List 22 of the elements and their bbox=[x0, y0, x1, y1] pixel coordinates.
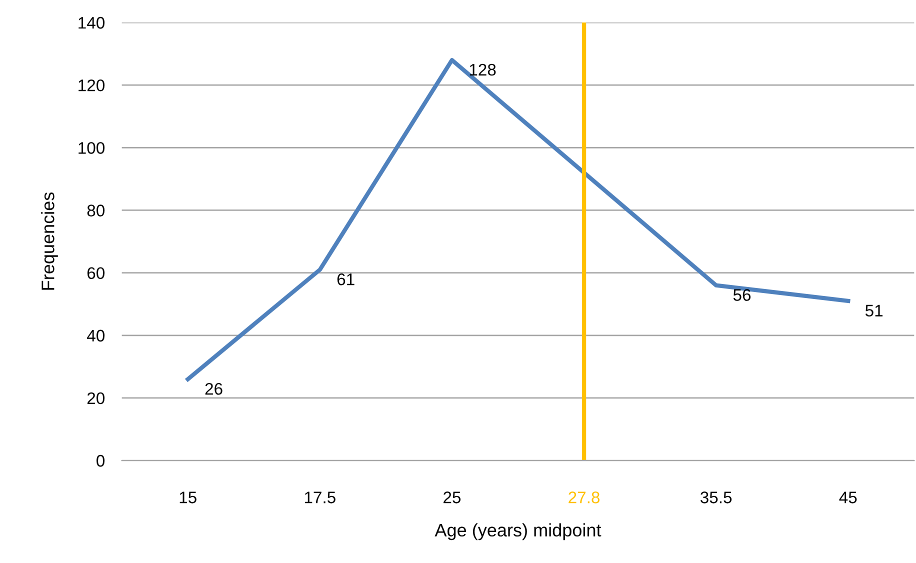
x-tick-label: 45 bbox=[839, 492, 857, 504]
y-tick-label: 0 bbox=[96, 454, 105, 467]
y-tick-label: 20 bbox=[87, 392, 105, 404]
data-label: 61 bbox=[337, 273, 354, 286]
y-tick-label: 80 bbox=[87, 204, 105, 216]
data-label: 56 bbox=[733, 289, 751, 301]
x-tick-label: 25 bbox=[444, 492, 461, 504]
x-axis-title: Age (years) midpoint bbox=[434, 523, 602, 540]
y-tick-label: 120 bbox=[78, 79, 105, 92]
data-label: 51 bbox=[865, 304, 883, 317]
x-tick-label: 15 bbox=[180, 492, 196, 504]
y-tick-label: 60 bbox=[87, 267, 105, 280]
x-tick-label: 17.5 bbox=[304, 492, 336, 504]
y-axis-title: Frequencies bbox=[41, 192, 58, 290]
x-tick-label: 35.5 bbox=[700, 492, 732, 504]
data-label: 26 bbox=[205, 382, 222, 395]
line-series bbox=[186, 58, 850, 382]
y-tick-label: 140 bbox=[78, 16, 105, 29]
y-tick-label: 100 bbox=[78, 142, 105, 154]
x-tick-label: 27.8 bbox=[568, 492, 600, 504]
y-tick-label: 40 bbox=[87, 330, 105, 342]
data-label: 128 bbox=[470, 64, 496, 76]
